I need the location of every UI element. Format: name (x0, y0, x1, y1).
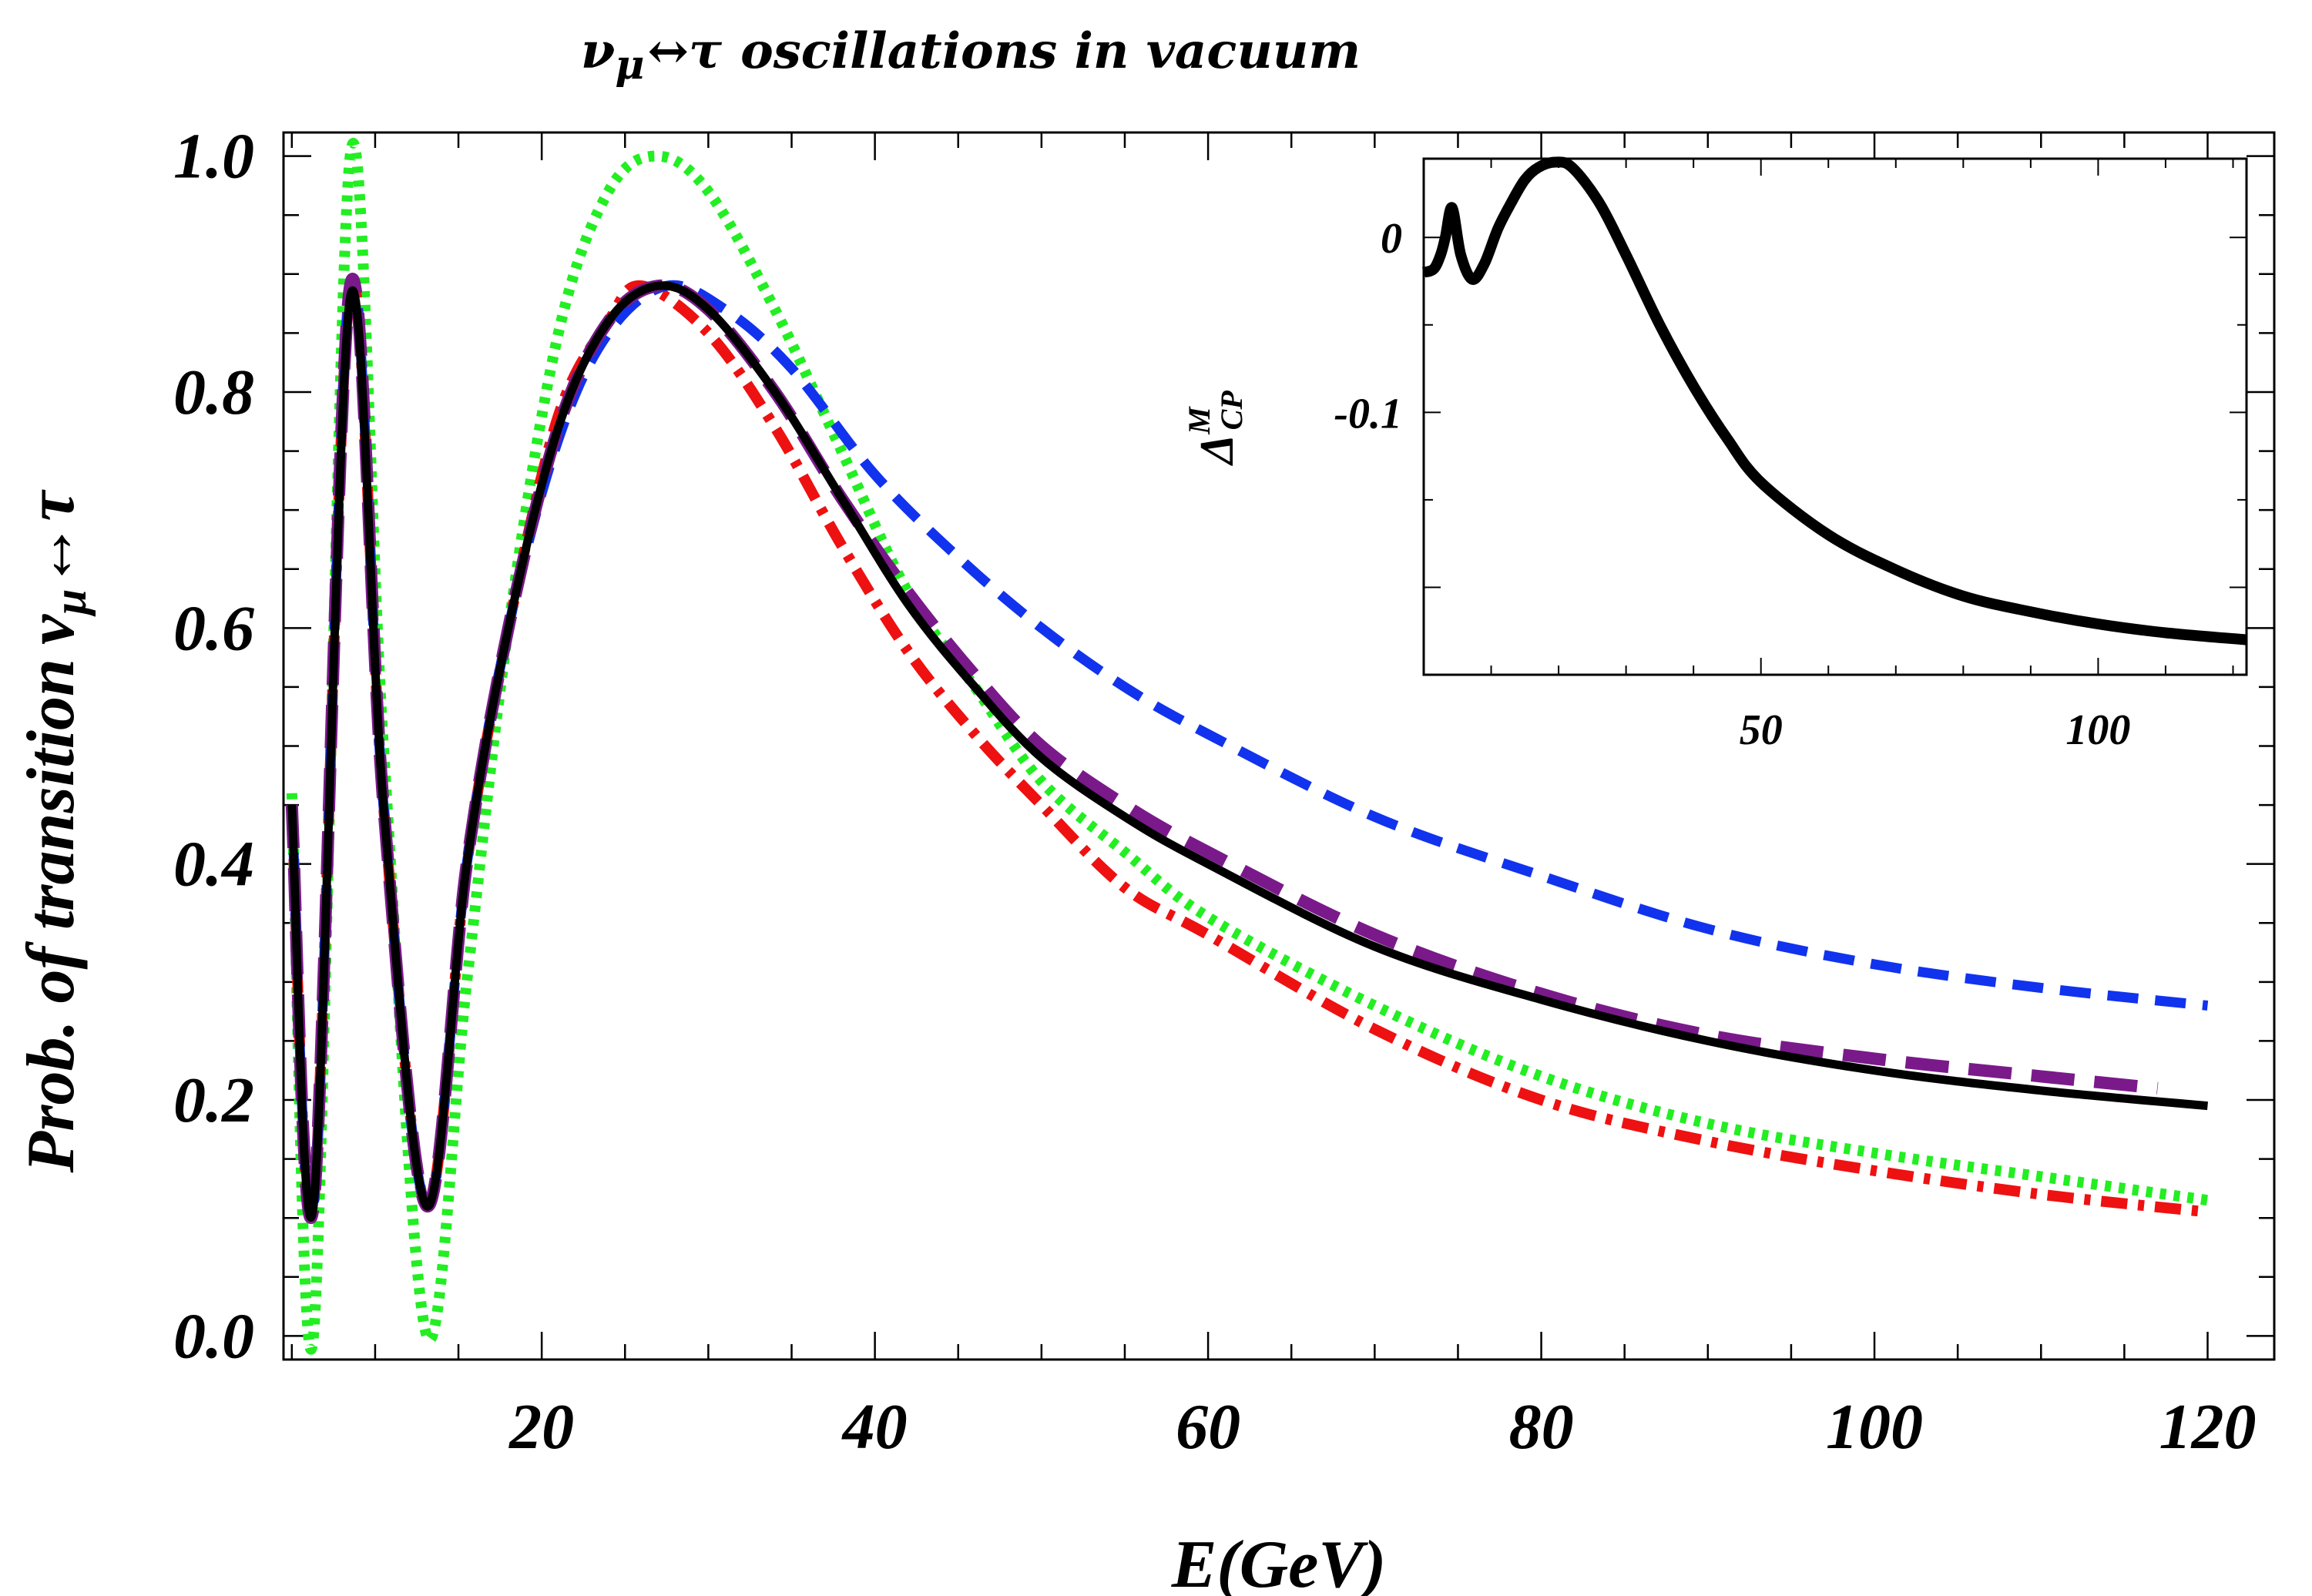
series-layer (285, 137, 2209, 1355)
chart-title: νμ↔τ oscillations in vacuum (581, 22, 1361, 89)
y-tick-label: 0.0 (173, 1300, 254, 1372)
x-tick-label: 40 (841, 1391, 908, 1463)
inset-frame (1422, 157, 2248, 676)
inset-y-axis-label: ΔMCP (1182, 391, 1249, 467)
y-tick-label: 1.0 (173, 121, 254, 193)
inset-ticks: 50 100 0 -0.1 (1334, 159, 2247, 754)
y-tick-label: 0.2 (173, 1065, 254, 1136)
inset-series-layer (1421, 156, 2247, 645)
inset-y-tick-label: 0 (1381, 215, 1402, 263)
x-tick-label: 20 (508, 1391, 574, 1463)
series-black-solid (287, 281, 2209, 1222)
y-tick-label: 0.8 (173, 357, 254, 428)
x-tick-label: 100 (1826, 1391, 1923, 1463)
x-tick-label: 120 (2159, 1391, 2257, 1463)
inset-series-line (1421, 156, 2247, 645)
inset-x-tick-label: 50 (1740, 706, 1783, 754)
y-axis-label: Prob. of transitionνμ↔τ (14, 489, 96, 1174)
inset-y-tick-label: -0.1 (1334, 390, 1402, 438)
y-axis-ticks: 0.0 0.2 0.4 0.6 0.8 1.0 (173, 121, 2274, 1372)
inset-x-tick-label: 100 (2065, 706, 2130, 754)
x-tick-label: 60 (1176, 1391, 1240, 1463)
x-axis-label: E(GeV) (1171, 1527, 1387, 1596)
x-axis-ticks: 20 40 60 80 100 120 (290, 132, 2257, 1463)
y-tick-label: 0.4 (173, 829, 254, 900)
x-tick-label: 80 (1509, 1391, 1574, 1463)
y-tick-label: 0.6 (173, 592, 254, 664)
